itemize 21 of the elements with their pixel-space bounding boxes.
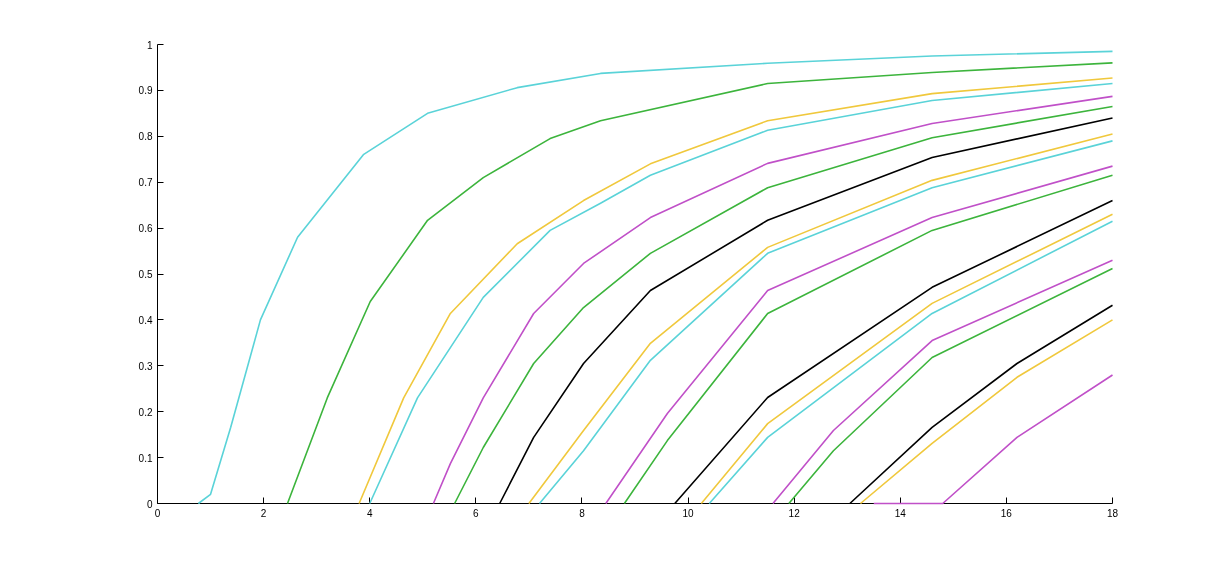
x-tick-label: 12: [788, 507, 801, 519]
y-tick-label: 0.6: [138, 223, 153, 235]
x-tick-label: 0: [154, 507, 161, 519]
y-tick-label: 0.1: [138, 452, 153, 464]
y-tick-label: 0: [146, 498, 153, 510]
x-tick-label: 2: [260, 507, 267, 519]
y-tick-label: 1: [146, 39, 153, 51]
y-tick-label: 0.3: [138, 360, 153, 372]
x-tick-label: 8: [579, 507, 586, 519]
x-tick-label: 4: [366, 507, 373, 519]
x-tick-label: 16: [1000, 507, 1013, 519]
x-tick-label: 14: [894, 507, 907, 519]
x-tick-label: 10: [682, 507, 695, 519]
y-tick-label: 0.8: [138, 131, 153, 143]
x-tick-label: 18: [1106, 507, 1119, 519]
y-tick-label: 0.9: [138, 85, 153, 97]
x-tick-label: 6: [473, 507, 480, 519]
y-tick-label: 0.2: [138, 406, 153, 418]
y-tick-label: 0.4: [138, 314, 153, 326]
y-tick-label: 0.5: [138, 269, 153, 280]
y-tick-label: 0.7: [138, 177, 153, 189]
